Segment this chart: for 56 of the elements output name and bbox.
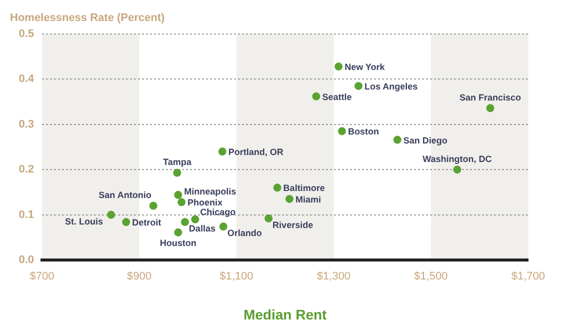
annotation: Phoenix [188, 198, 223, 208]
x-tick-label: $1,500 [414, 270, 448, 283]
annotation: Chicago [200, 206, 236, 217]
annotation: Orlando [227, 228, 262, 238]
x-tick-label: $1,300 [316, 270, 351, 283]
y-tick-label: 0.5 [18, 28, 34, 40]
point [178, 198, 186, 206]
y-tick-label: 0.2 [18, 164, 34, 176]
point [285, 194, 294, 203]
y-tick-label: 0.4 [18, 73, 35, 86]
annotation: Los Angeles [364, 81, 418, 92]
x-tick-label: $700 [30, 270, 54, 283]
point [273, 184, 282, 192]
point [264, 214, 273, 222]
annotation: Minneapolis [184, 186, 236, 196]
annotation: Washington, DC [422, 154, 492, 164]
annotation: Portland, OR [228, 147, 284, 158]
point [312, 92, 320, 100]
y-tick-label: 0.1 [18, 208, 34, 221]
annotation: Miami [295, 194, 321, 204]
point [180, 218, 189, 226]
annotation: Houston [160, 238, 196, 248]
annotation: New York [344, 62, 386, 72]
annotation: San Antonio [98, 190, 152, 200]
x-axis-title: Median Rent [243, 306, 328, 322]
annotation: Riverside [272, 220, 314, 230]
point [354, 82, 362, 90]
annotation: St. Louis [65, 216, 104, 226]
annotation: Dallas [188, 224, 216, 234]
annotation: Tampa [162, 157, 192, 168]
point [486, 104, 494, 112]
annotation: Boston [348, 126, 379, 137]
point [174, 228, 182, 236]
y-tick-label: 0.3 [18, 118, 34, 130]
point [334, 62, 343, 71]
point [149, 202, 158, 210]
annotation: Seattle [322, 92, 352, 102]
annotation: Baltimore [283, 183, 325, 194]
point [338, 127, 346, 136]
x-tick-label: $900 [126, 270, 152, 283]
point [218, 148, 226, 156]
x-tick-label: $1,100 [220, 270, 254, 283]
point [219, 222, 228, 231]
point [393, 136, 402, 144]
point [191, 215, 200, 224]
annotation: San Francisco [459, 92, 522, 103]
annotation: Detroit [132, 218, 162, 228]
y-tick-label: 0.0 [18, 254, 34, 266]
point [122, 218, 130, 226]
point [173, 168, 182, 177]
annotation: San Diego [403, 135, 448, 146]
point [107, 210, 116, 219]
y-axis-title: Homelessness Rate (Percent) [10, 12, 166, 24]
x-tick-label: $1,700 [511, 270, 546, 283]
point [174, 190, 182, 199]
point [453, 166, 462, 174]
